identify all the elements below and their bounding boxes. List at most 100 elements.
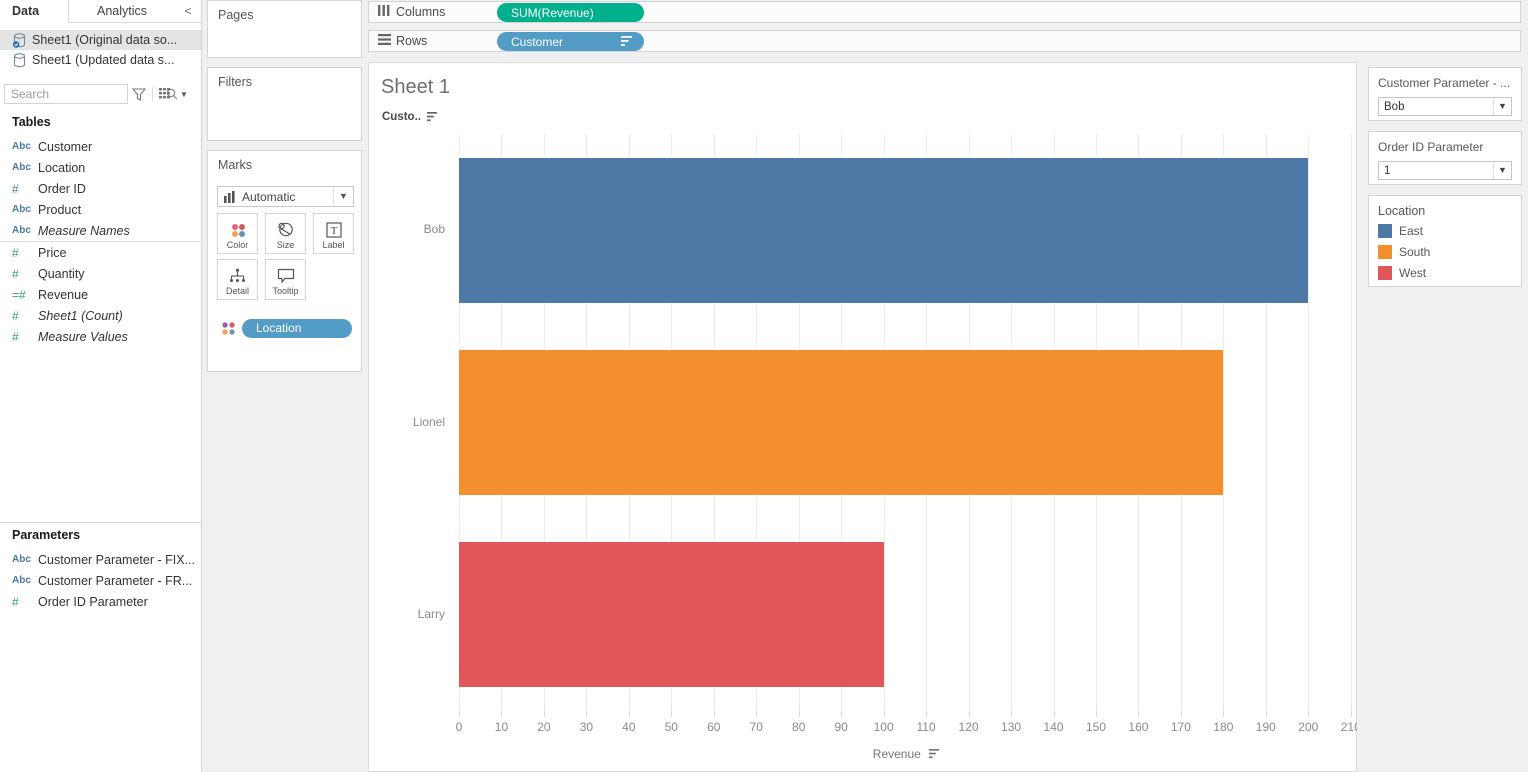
size-button[interactable]: Size — [265, 213, 306, 254]
right-panel: Customer Parameter - ... Bob ▼ Order ID … — [1357, 62, 1528, 772]
size-icon — [278, 222, 293, 237]
axis-tick-label: 0 — [455, 720, 463, 734]
pages-shelf-title: Pages — [218, 8, 254, 22]
gridline — [1265, 134, 1267, 711]
field-label: Product — [38, 202, 82, 217]
bar-lionel[interactable] — [459, 350, 1224, 495]
row-label-lionel: Lionel — [412, 414, 445, 429]
tooltip-button[interactable]: Tooltip — [265, 259, 306, 300]
columns-shelf[interactable]: Columns SUM(Revenue) — [368, 1, 1521, 23]
rows-icon — [378, 34, 394, 48]
mark-type-caret-icon[interactable]: ▼ — [333, 187, 353, 206]
field-item-measure-values[interactable]: # Measure Values — [0, 326, 202, 347]
legend-title: Location — [1378, 204, 1426, 218]
legend-label: South — [1399, 245, 1431, 259]
axis-tick-label: 90 — [834, 720, 848, 734]
axis-tick-label: 200 — [1298, 720, 1319, 734]
legend-item-west[interactable]: West — [1378, 263, 1512, 283]
row-field-header-label: Custo.. — [382, 111, 421, 123]
field-type-icon: =# — [12, 287, 26, 302]
axis-tick-label: 80 — [792, 720, 806, 734]
field-type-icon: # — [12, 308, 19, 323]
field-item-product[interactable]: Abc Product — [0, 199, 202, 220]
field-group-divider — [0, 241, 202, 242]
order-id-parameter-card: Order ID Parameter 1 ▼ — [1368, 131, 1522, 185]
field-label: Order ID — [38, 181, 86, 196]
legend-item-east[interactable]: East — [1378, 221, 1512, 241]
mark-type-dropdown[interactable]: Automatic ▼ — [217, 186, 354, 207]
customer-parameter-select[interactable]: Bob ▼ — [1378, 97, 1512, 116]
filter-fields-icon[interactable] — [128, 84, 150, 104]
row-field-header[interactable]: Custo.. — [382, 111, 439, 123]
axis-tick-label: 150 — [1085, 720, 1106, 734]
field-label: Quantity — [38, 266, 85, 281]
sheet-title: Sheet 1 — [381, 76, 450, 98]
field-type-icon: # — [12, 266, 19, 281]
field-item-customer-parameter-fix-[interactable]: Abc Customer Parameter - FIX... — [0, 549, 202, 570]
axis-tick — [1011, 711, 1013, 717]
axis-tick — [798, 711, 800, 717]
marks-pill-label: Location — [256, 321, 302, 335]
view-options-caret-icon[interactable]: ▼ — [180, 89, 188, 99]
legend-items: East South West — [1378, 221, 1512, 283]
field-type-icon: Abc — [12, 554, 31, 565]
axis-tick — [501, 711, 503, 717]
datasource-list: Sheet1 (Original data so... Sheet1 (Upda… — [0, 30, 201, 70]
order-id-parameter-select[interactable]: 1 ▼ — [1378, 161, 1512, 180]
axis-tick-label: 100 — [873, 720, 894, 734]
x-axis-ticks — [459, 711, 1355, 718]
bar-bob[interactable] — [459, 157, 1309, 303]
field-item-order-id[interactable]: # Order ID — [0, 178, 202, 199]
field-type-icon: # — [12, 594, 19, 609]
color-legend-card: Location East South West — [1368, 195, 1522, 287]
legend-item-south[interactable]: South — [1378, 242, 1512, 262]
field-item-sheet1-count-[interactable]: # Sheet1 (Count) — [0, 305, 202, 326]
legend-swatch — [1378, 266, 1392, 280]
legend-swatch — [1378, 245, 1392, 259]
axis-tick — [968, 711, 970, 717]
search-input[interactable] — [5, 87, 166, 101]
field-type-icon: # — [12, 181, 19, 196]
sort-descending-icon[interactable] — [929, 748, 941, 759]
marks-pill-location[interactable]: Location — [242, 318, 352, 338]
field-item-customer[interactable]: Abc Customer — [0, 136, 202, 157]
sort-descending-icon[interactable] — [621, 36, 634, 47]
field-item-order-id-parameter[interactable]: # Order ID Parameter — [0, 591, 202, 612]
parameters-list: Abc Customer Parameter - FIX... Abc Custome… — [0, 549, 202, 612]
x-axis-title[interactable]: Revenue — [459, 746, 1355, 761]
tab-data[interactable]: Data — [0, 0, 68, 23]
toolbar-divider — [152, 87, 153, 101]
tab-analytics[interactable]: Analytics — [68, 0, 175, 23]
rows-shelf[interactable]: Rows Customer — [368, 30, 1521, 52]
axis-tick — [1265, 711, 1267, 717]
row-label-larry: Larry — [417, 606, 445, 621]
collapse-pane-button[interactable]: < — [175, 0, 201, 23]
rows-pill-label: Customer — [511, 34, 564, 49]
sort-descending-icon[interactable] — [426, 112, 439, 122]
pages-shelf[interactable]: Pages — [207, 0, 362, 58]
columns-pill-label: SUM(Revenue) — [511, 5, 594, 20]
rows-pill-customer[interactable]: Customer — [497, 32, 644, 51]
tooltip-icon — [277, 268, 294, 284]
field-item-location[interactable]: Abc Location — [0, 157, 202, 178]
field-item-measure-names[interactable]: Abc Measure Names — [0, 220, 202, 241]
datasource-item[interactable]: Sheet1 (Original data so... — [0, 30, 201, 50]
view-options-icon[interactable] — [155, 84, 177, 104]
order-id-parameter-title: Order ID Parameter — [1378, 140, 1484, 154]
plot-area — [459, 134, 1355, 711]
field-item-price[interactable]: # Price — [0, 242, 202, 263]
field-item-revenue[interactable]: =# Revenue — [0, 284, 202, 305]
color-button[interactable]: Color — [217, 213, 258, 254]
detail-button[interactable]: Detail — [217, 259, 258, 300]
chevron-down-icon[interactable]: ▼ — [1493, 162, 1511, 179]
field-item-quantity[interactable]: # Quantity — [0, 263, 202, 284]
field-item-customer-parameter-fr-[interactable]: Abc Customer Parameter - FR... — [0, 570, 202, 591]
label-button[interactable]: T Label — [313, 213, 354, 254]
filters-shelf[interactable]: Filters — [207, 67, 362, 141]
search-box[interactable] — [4, 84, 178, 104]
datasource-item[interactable]: Sheet1 (Updated data s... — [0, 50, 201, 70]
bar-larry[interactable] — [459, 542, 884, 688]
columns-pill-sum-revenue[interactable]: SUM(Revenue) — [497, 3, 644, 22]
datasource-label: Sheet1 (Original data so... — [32, 33, 178, 47]
chevron-down-icon[interactable]: ▼ — [1493, 98, 1511, 115]
